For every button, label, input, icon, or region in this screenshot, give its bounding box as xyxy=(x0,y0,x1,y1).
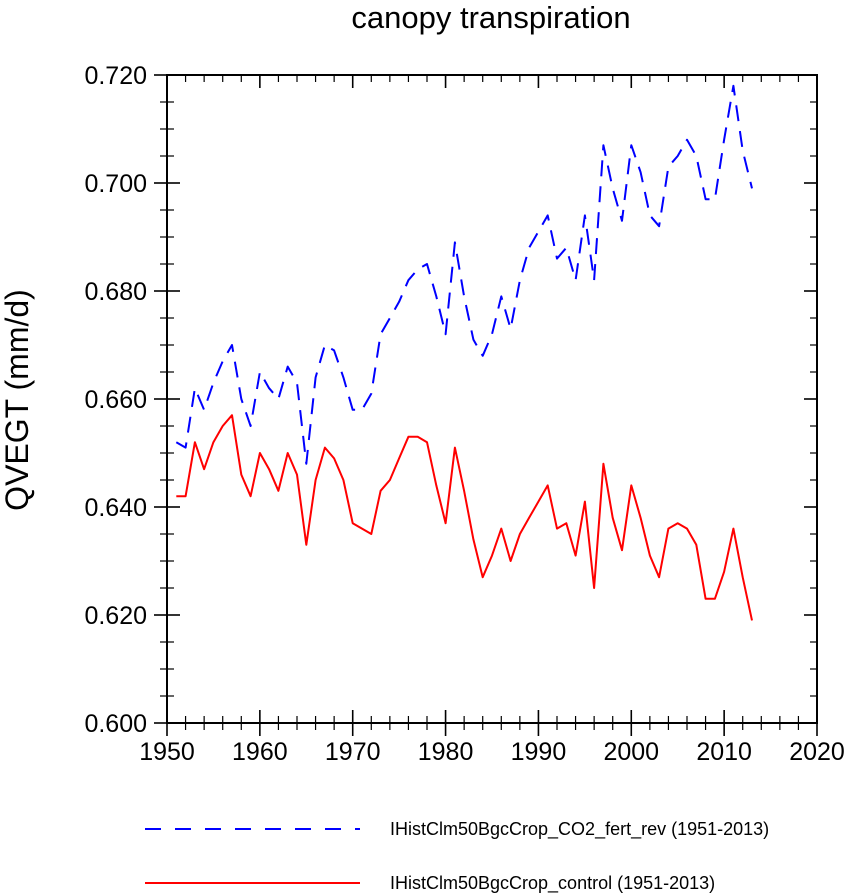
x-tick-label: 1980 xyxy=(418,738,474,766)
x-tick-label: 2020 xyxy=(789,738,845,766)
x-tick-label: 1990 xyxy=(511,738,567,766)
legend-label-control: IHistClm50BgcCrop_control (1951-2013) xyxy=(390,873,715,894)
y-axis-label: QVEGT (mm/d) xyxy=(0,289,35,511)
y-tick-label: 0.600 xyxy=(84,710,147,738)
series-line-1 xyxy=(176,414,753,621)
y-tick-label: 0.620 xyxy=(84,602,147,630)
y-tick-label: 0.680 xyxy=(84,278,147,306)
x-tick-label: 1960 xyxy=(232,738,288,766)
x-tick-label: 2000 xyxy=(603,738,659,766)
plot-frame xyxy=(166,74,818,724)
axis-tick-labels: 1950 1960 1970 1980 1990 2000 2010 2020 0.600 0.6… xyxy=(84,62,844,766)
series-line-0 xyxy=(175,84,753,465)
series-lines xyxy=(175,84,753,621)
y-tick-label: 0.720 xyxy=(84,62,147,90)
legend-label-co2-fert: IHistClm50BgcCrop_CO2_fert_rev (1951-201… xyxy=(390,819,769,840)
x-tick-label: 1970 xyxy=(325,738,381,766)
legend: IHistClm50BgcCrop_CO2_fert_rev (1951-201… xyxy=(145,819,769,894)
y-tick-label: 0.700 xyxy=(84,170,147,198)
y-tick-label: 0.640 xyxy=(84,494,147,522)
chart-title: canopy transpiration xyxy=(351,0,630,35)
axis-ticks xyxy=(154,74,818,736)
x-tick-label: 2010 xyxy=(696,738,752,766)
x-tick-label: 1950 xyxy=(139,738,195,766)
y-tick-label: 0.660 xyxy=(84,386,147,414)
